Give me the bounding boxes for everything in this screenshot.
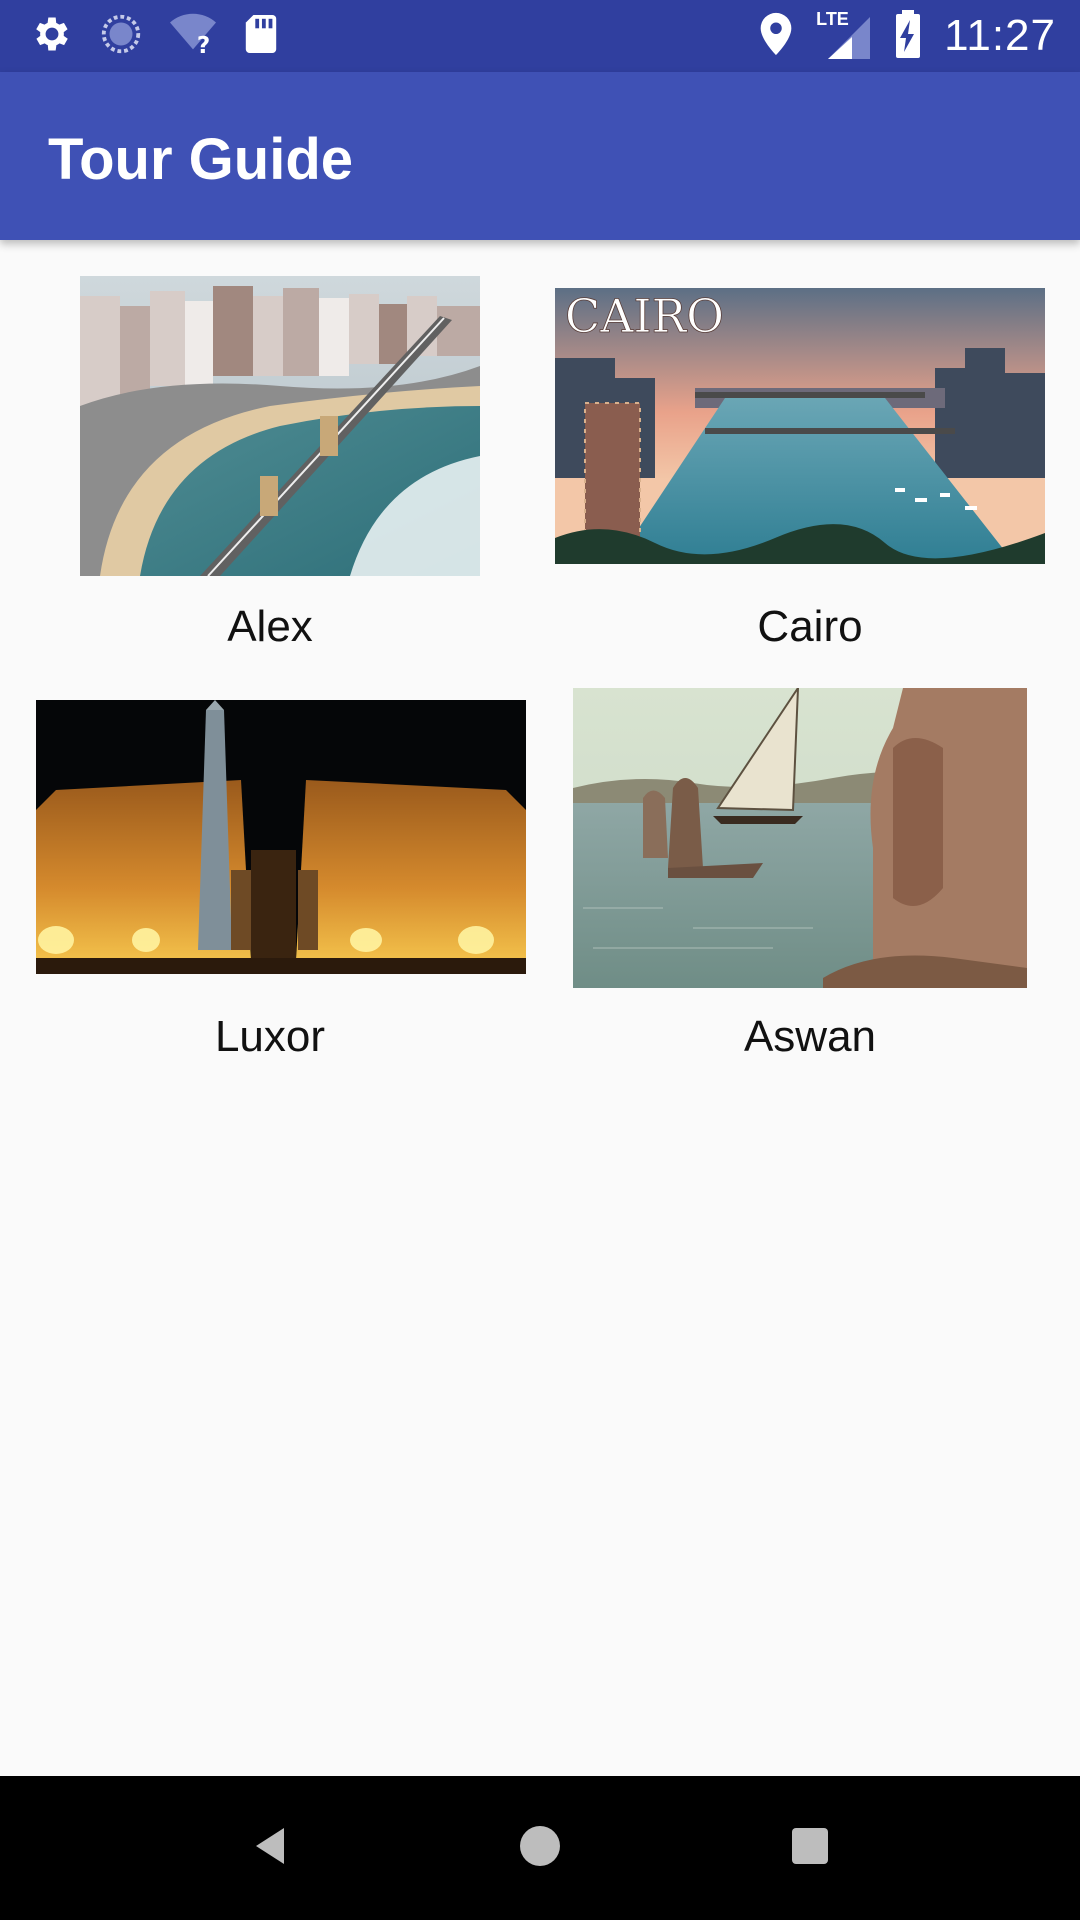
home-icon — [518, 1824, 562, 1873]
app-bar: Tour Guide — [0, 72, 1080, 240]
sd-card-icon — [242, 11, 280, 62]
cairo-photo-caption: CAIRO — [565, 289, 724, 343]
city-grid: Alex — [0, 240, 1080, 1776]
back-button[interactable] — [234, 1812, 306, 1884]
status-bar: ? LTE 11:27 — [0, 0, 1080, 72]
gear-icon — [30, 12, 74, 61]
app-title: Tour Guide — [48, 127, 354, 192]
wifi-unknown-icon: ? — [168, 11, 218, 62]
city-item-cairo[interactable]: CAIRO Cairo — [540, 240, 1080, 660]
status-time: 11:27 — [944, 11, 1056, 60]
location-icon — [758, 11, 794, 62]
navigation-bar — [0, 1776, 1080, 1920]
city-item-alex[interactable]: Alex — [0, 240, 540, 660]
sync-icon — [98, 11, 144, 62]
home-button[interactable] — [504, 1812, 576, 1884]
city-label-alex: Alex — [227, 602, 313, 651]
recents-button[interactable] — [774, 1812, 846, 1884]
aswan-nile-photo — [573, 688, 1027, 988]
city-label-luxor: Luxor — [214, 1012, 326, 1061]
back-icon — [248, 1824, 292, 1873]
lte-signal-icon: LTE — [816, 9, 872, 61]
city-label-aswan: Aswan — [743, 1012, 877, 1061]
lte-label: LTE — [816, 9, 849, 29]
cairo-city-photo: CAIRO — [555, 288, 1045, 564]
svg-text:?: ? — [197, 33, 210, 57]
battery-charging-icon — [894, 9, 922, 63]
recents-icon — [790, 1826, 830, 1871]
city-item-luxor[interactable]: Luxor — [0, 660, 540, 1080]
luxor-temple-photo — [36, 700, 526, 974]
city-item-aswan[interactable]: Aswan — [540, 660, 1080, 1080]
alex-city-photo — [80, 276, 480, 576]
city-label-cairo: Cairo — [757, 602, 863, 651]
